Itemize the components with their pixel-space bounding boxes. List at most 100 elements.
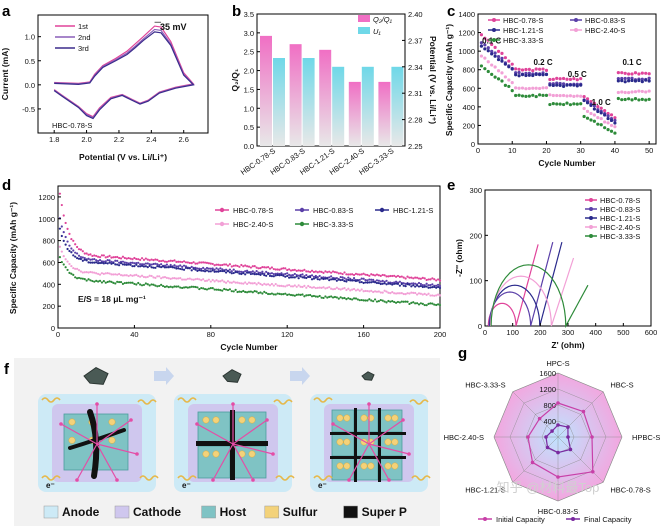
data-point-HBC-0.78-S xyxy=(209,262,212,265)
panel-label-f: f xyxy=(4,361,10,378)
data-point-HBC-0.83-S xyxy=(341,276,344,279)
data-point-HBC-3.33-S xyxy=(358,299,361,302)
data-point-HBC-3.33-S xyxy=(510,88,514,93)
data-point-HBC-0.83-S xyxy=(647,76,651,80)
data-point-HBC-2.40-S xyxy=(402,292,405,296)
data-point-HBC-2.40-S xyxy=(479,54,484,58)
data-point-HBC-1.21-S xyxy=(603,113,607,117)
data-point-HBC-0.83-S xyxy=(97,259,100,263)
data-point-HBC-0.83-S xyxy=(213,268,216,271)
data-point-HBC-1.21-S xyxy=(259,273,262,276)
data-point-HBC-2.40-S xyxy=(305,286,308,289)
data-point-HBC-2.40-S xyxy=(433,294,436,297)
data-point-HBC-2.40-S xyxy=(72,266,75,270)
data-point-HBC-2.40-S xyxy=(347,287,350,290)
data-point-HBC-2.40-S xyxy=(527,86,531,91)
data-point-HBC-2.40-S xyxy=(483,56,487,60)
data-point-HBC-0.78-S xyxy=(74,243,77,246)
data-point-HBC-0.83-S xyxy=(194,266,197,269)
data-point-HBC-2.40-S xyxy=(370,289,373,292)
bar-u1 xyxy=(361,66,374,146)
data-point-HBC-3.33-S xyxy=(85,279,88,282)
data-point-HBC-3.33-S xyxy=(575,102,579,106)
data-point-HBC-0.83-S xyxy=(627,76,631,80)
data-point-HBC-2.40-S xyxy=(64,258,67,261)
data-point-HBC-3.33-S xyxy=(70,272,73,275)
data-point-HBC-1.21-S xyxy=(118,264,121,267)
data-point-HBC-1.21-S xyxy=(207,270,210,273)
data-point-HBC-1.21-S xyxy=(211,269,214,272)
data-point-HBC-1.21-S xyxy=(167,266,170,269)
data-point-HBC-0.78-S xyxy=(318,270,321,273)
stage-arrow xyxy=(154,367,174,385)
electron-arrow xyxy=(368,443,410,455)
data-point-HBC-3.33-S xyxy=(343,296,346,300)
data-point-HBC-0.78-S xyxy=(161,259,165,262)
data-point-HBC-1.21-S xyxy=(514,73,518,77)
y-tick-label: 600 xyxy=(462,84,475,93)
data-point-HBC-0.83-S xyxy=(121,260,125,263)
data-point-HBC-0.78-S xyxy=(391,274,394,278)
data-point-HBC-3.33-S xyxy=(301,293,304,296)
data-point-HBC-1.21-S xyxy=(633,79,638,83)
data-point-HBC-0.83-S xyxy=(493,51,497,55)
data-point-HBC-3.33-S xyxy=(238,290,241,293)
data-point-HBC-2.40-S xyxy=(438,294,442,297)
data-point-HBC-1.21-S xyxy=(263,274,266,277)
data-point-HBC-2.40-S xyxy=(198,278,201,281)
data-point-HBC-1.21-S xyxy=(568,83,573,87)
data-point-HBC-0.83-S xyxy=(318,274,321,278)
data-point-HBC-0.83-S xyxy=(316,276,319,279)
data-point-HBC-2.40-S xyxy=(373,290,377,293)
data-point-HBC-0.78-S xyxy=(91,254,94,258)
data-point-HBC-1.21-S xyxy=(479,44,484,48)
legend-label: Sulfur xyxy=(283,505,318,519)
data-point-HBC-2.40-S xyxy=(419,292,422,295)
data-point-HBC-3.33-S xyxy=(431,302,434,305)
data-point-HBC-1.21-S xyxy=(219,269,222,273)
data-point-HBC-3.33-S xyxy=(278,292,281,295)
radar-ring-label: 1200 xyxy=(539,385,556,394)
data-point-HBC-1.21-S xyxy=(393,282,396,285)
data-point-HBC-0.78-S xyxy=(404,277,407,280)
legend-label: U₁ xyxy=(373,27,381,36)
data-point-HBC-0.78-S xyxy=(438,279,442,282)
data-point-HBC-1.21-S xyxy=(592,107,596,111)
data-point-HBC-0.83-S xyxy=(215,267,218,270)
data-point-HBC-0.78-S xyxy=(483,36,487,40)
data-point-HBC-1.21-S xyxy=(599,111,603,115)
data-point-HBC-0.78-S xyxy=(568,77,573,81)
data-point-HBC-3.33-S xyxy=(139,283,142,286)
data-point-HBC-0.83-S xyxy=(427,284,430,287)
data-point-HBC-1.21-S xyxy=(354,279,358,283)
data-point-HBC-0.83-S xyxy=(291,274,295,277)
cycling-points xyxy=(58,192,442,307)
data-point-HBC-0.83-S xyxy=(263,272,266,275)
data-point-HBC-0.83-S xyxy=(219,267,222,270)
data-point-HBC-3.33-S xyxy=(274,293,277,296)
data-point-HBC-0.83-S xyxy=(360,277,363,280)
data-point-HBC-2.40-S xyxy=(503,75,507,79)
data-point-HBC-0.83-S xyxy=(238,270,241,273)
data-point-HBC-3.33-S xyxy=(383,300,386,303)
data-point-HBC-0.78-S xyxy=(280,267,283,270)
legend-label: HBC-1.21-S xyxy=(503,26,543,35)
data-point-HBC-1.21-S xyxy=(520,72,525,77)
data-point-HBC-2.40-S xyxy=(87,271,90,274)
data-point-HBC-0.78-S xyxy=(242,265,245,268)
data-point-HBC-0.78-S xyxy=(98,256,102,259)
bar-q2q1 xyxy=(378,81,391,146)
data-point-HBC-0.78-S xyxy=(139,258,142,261)
x-tick-label: 40 xyxy=(130,330,138,339)
x-tick-label: 120 xyxy=(281,330,294,339)
data-point-HBC-0.78-S xyxy=(64,221,67,225)
electron-arrow xyxy=(76,443,98,481)
data-point-HBC-0.83-S xyxy=(517,70,521,75)
data-point-HBC-0.78-S xyxy=(510,62,514,66)
data-point-HBC-3.33-S xyxy=(507,84,511,89)
data-point-HBC-1.21-S xyxy=(173,266,176,269)
host-cell xyxy=(331,409,355,433)
data-point-HBC-1.21-S xyxy=(95,261,98,264)
data-point-HBC-0.78-S xyxy=(144,257,147,260)
bar-q2q1 xyxy=(260,35,272,147)
